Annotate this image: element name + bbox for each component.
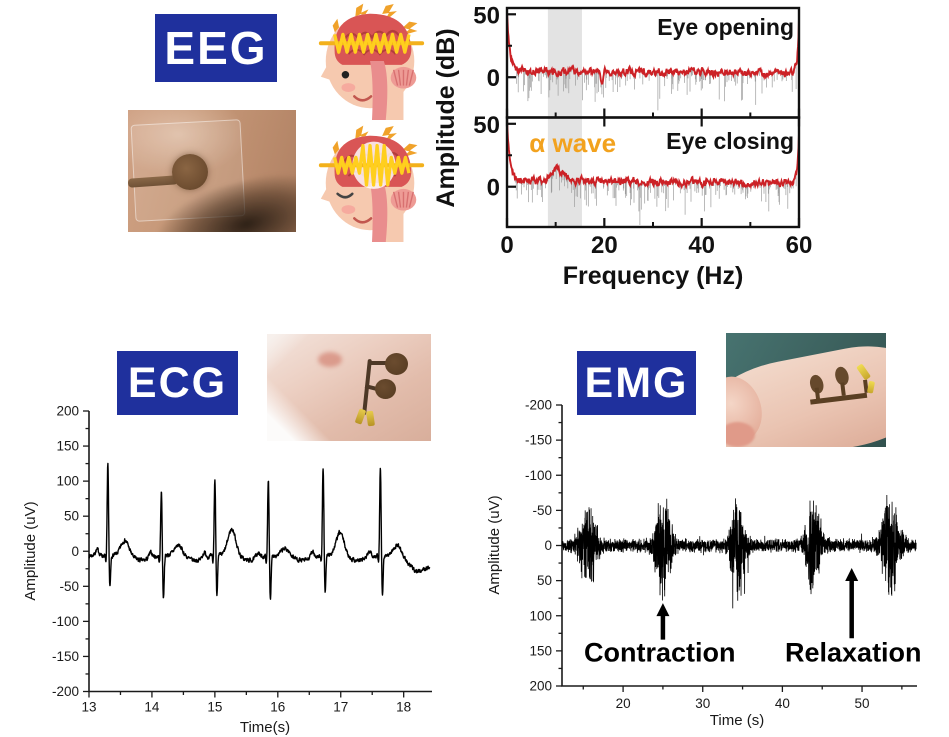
electrode-disc	[171, 153, 208, 190]
open-eye	[341, 71, 350, 79]
smile	[353, 217, 373, 224]
lightning-bolt-icon	[401, 143, 418, 158]
eeg-spectra-chart: 0 50 0 50 0 20 40 60 Frequency (Hz) Amplitude (dB…	[432, 2, 813, 290]
gold-clip	[866, 380, 875, 394]
y-tick-label: -150	[52, 649, 79, 664]
cheek	[341, 83, 356, 92]
y-tick-label: 50	[473, 2, 500, 29]
gold-clip	[856, 363, 872, 381]
y-tick-label: 0	[544, 538, 552, 553]
lightning-bolt-icon	[401, 21, 418, 36]
lightning-bolt-icon	[382, 4, 397, 23]
x-tick-label: 13	[81, 700, 96, 715]
brain-fold	[343, 29, 401, 41]
cheek	[341, 205, 356, 214]
lightning-bolt-icon	[382, 126, 397, 145]
y-tick-label: 50	[537, 573, 552, 588]
y-tick-label: -200	[52, 684, 79, 699]
brainwave-zigzag	[332, 143, 411, 187]
y-tick-label: 100	[529, 608, 552, 623]
y-tick-label: 200	[56, 404, 79, 419]
axis-ticks	[83, 410, 405, 698]
eeg-badge: EEG	[155, 14, 277, 82]
x-tick-label: 0	[500, 232, 513, 259]
panel-label-eye-opening: Eye opening	[657, 14, 794, 40]
x-tick-label: 60	[786, 232, 813, 259]
eeg-trace-0	[508, 14, 798, 85]
y-tick-label: 100	[56, 474, 79, 489]
x-tick-label: 20	[591, 232, 618, 259]
axis-ticks	[505, 13, 801, 227]
ecg-badge: ECG	[117, 351, 238, 415]
eeg-trace-1	[508, 119, 798, 190]
electrode-pad	[385, 353, 409, 376]
panel-label-eye-closing: Eye closing	[666, 128, 794, 154]
y-tick-label: 150	[56, 439, 79, 454]
alpha-wave-label: α wave	[529, 128, 616, 158]
x-tick-label: 50	[855, 696, 870, 711]
brainwave-zigzag	[332, 32, 411, 54]
annotation-label-1: Relaxation	[785, 637, 922, 667]
brainstem	[370, 182, 388, 242]
y-tick-label: 50	[64, 509, 79, 524]
forehead-electrode-photo	[128, 110, 296, 232]
y-tick-label: -50	[532, 503, 552, 518]
y-axis-title: Amplitude (uV)	[486, 495, 503, 594]
annotation-arrowhead-0	[656, 603, 670, 617]
skin-spot	[317, 352, 342, 368]
y-tick-label: -200	[525, 398, 552, 413]
annotation-arrowhead-1	[845, 567, 859, 581]
head-brain-alpha-eye-closed-icon	[318, 122, 425, 242]
x-tick-label: 17	[333, 700, 348, 715]
axis-ticks	[556, 404, 903, 692]
y-tick-label: 0	[487, 175, 500, 202]
y-tick-label: 200	[529, 679, 552, 694]
ecg-trace	[88, 462, 431, 600]
lightning-bolt-icon	[355, 125, 369, 146]
emg-trace	[561, 494, 917, 609]
forearm-electrode-photo	[726, 333, 886, 447]
emg-badge: EMG	[577, 351, 696, 415]
x-tick-label: 20	[616, 696, 631, 711]
y-tick-label: -150	[525, 433, 552, 448]
axes	[88, 411, 432, 693]
x-tick-label: 18	[396, 700, 411, 715]
x-tick-label: 15	[207, 700, 222, 715]
head-brain-eye-open-icon	[318, 0, 425, 120]
y-tick-label: -100	[525, 468, 552, 483]
y-tick-label: -100	[52, 614, 79, 629]
nose	[320, 182, 333, 203]
closed-eye	[336, 192, 354, 199]
lightning-bolt-icon	[355, 3, 369, 24]
y-tick-label: 0	[487, 65, 500, 92]
wrist-electrode-photo	[267, 334, 431, 441]
x-tick-label: 14	[144, 700, 160, 715]
y-axis-title: Amplitude (uV)	[22, 501, 39, 600]
x-axis-title: Time(s)	[240, 719, 290, 736]
electrode-pad	[375, 378, 397, 399]
fingers	[726, 421, 755, 447]
x-tick-label: 16	[270, 700, 285, 715]
y-tick-label: -50	[59, 579, 79, 594]
annotation-label-0: Contraction	[584, 637, 736, 667]
brainstem	[370, 60, 388, 120]
x-tick-label: 40	[775, 696, 790, 711]
emg-waveform-chart: -200 -150 -100 -50 0 50 100 150 200 20 30 40 50 Time …	[486, 398, 922, 730]
x-axis-title: Frequency (Hz)	[563, 262, 744, 290]
y-tick-label: 0	[71, 544, 79, 559]
x-tick-label: 30	[695, 696, 710, 711]
y-axis-title: Amplitude (dB)	[432, 28, 460, 207]
y-tick-label: 50	[473, 112, 500, 139]
electrode-stub	[368, 360, 390, 365]
y-tick-label: 150	[529, 643, 552, 658]
x-axis-title: Time (s)	[710, 712, 764, 729]
nose	[320, 60, 333, 81]
x-tick-label: 40	[688, 232, 715, 259]
smile	[353, 95, 373, 102]
